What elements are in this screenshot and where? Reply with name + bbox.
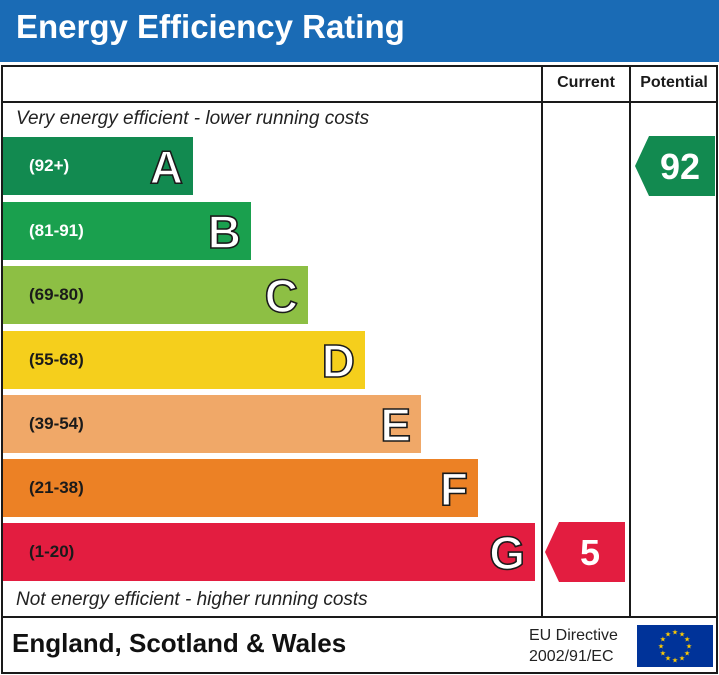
rating-band-range: (81-91) — [29, 221, 84, 240]
rating-band-range: (69-80) — [29, 285, 84, 304]
current-column-header: Current — [557, 74, 615, 91]
rating-band-range: (1-20) — [29, 542, 75, 561]
rating-band-range: (21-38) — [29, 478, 84, 497]
rating-band-letter: D — [321, 334, 356, 388]
footer-divider — [1, 616, 718, 618]
potential-column-divider — [629, 65, 631, 618]
eu-flag-star: ★ — [660, 636, 666, 644]
bottom-caption: Not energy efficient - higher running co… — [16, 589, 368, 610]
current-column-divider — [541, 65, 543, 618]
eu-flag-star: ★ — [684, 636, 690, 644]
rating-frame — [1, 65, 718, 674]
header-bar: Energy Efficiency Rating — [0, 0, 719, 62]
rating-band-a: (92+) A — [3, 137, 193, 195]
rating-band-letter: B — [207, 205, 242, 259]
page-title: Energy Efficiency Rating — [16, 8, 405, 45]
current-rating-value: 5 — [579, 532, 601, 573]
rating-band-letter: F — [439, 462, 469, 516]
eu-flag-star: ★ — [665, 655, 671, 663]
eu-flag-star: ★ — [679, 630, 685, 638]
rating-band-range: (39-54) — [29, 414, 84, 433]
rating-band-b: (81-91) B — [3, 202, 251, 260]
rating-band-f: (21-38) F — [3, 459, 478, 517]
potential-column-header: Potential — [640, 74, 708, 91]
rating-band-letter: E — [380, 398, 412, 452]
rating-band-range: (55-68) — [29, 350, 84, 369]
eu-flag-icon: ★★★★★★★★★ ★ ★★ — [637, 625, 713, 667]
eu-directive-line1: EU Directive — [529, 627, 618, 644]
eu-flag-star: ★ — [684, 650, 690, 658]
eu-flag-star: ★ — [665, 630, 671, 638]
rating-band-d: (55-68) D — [3, 331, 365, 389]
rating-band-e: (39-54) E — [3, 395, 421, 453]
footer-region: England, Scotland & Wales — [12, 628, 347, 658]
eu-flag-star: ★ — [660, 650, 666, 658]
rating-band-letter: C — [264, 269, 299, 323]
eu-flag-star: ★ — [686, 643, 692, 651]
eu-directive-line2: 2002/91/EC — [529, 648, 614, 665]
header-row-divider — [1, 101, 718, 103]
eu-flag-star: ★ — [679, 655, 685, 663]
eu-flag-star: ★ — [658, 643, 664, 651]
eu-flag-star: ★ — [672, 657, 678, 665]
top-caption: Very energy efficient - lower running co… — [16, 108, 370, 129]
potential-rating-arrow: 92 — [635, 136, 715, 196]
potential-rating-value: 92 — [659, 146, 701, 187]
rating-band-c: (69-80) C — [3, 266, 308, 324]
rating-band-letter: G — [488, 526, 525, 580]
rating-band-letter: A — [149, 140, 184, 194]
current-rating-arrow: 5 — [545, 522, 625, 582]
eu-flag-star: ★ — [672, 629, 678, 637]
rating-band-range: (92+) — [29, 156, 70, 175]
rating-band-g: (1-20) G — [3, 523, 535, 581]
